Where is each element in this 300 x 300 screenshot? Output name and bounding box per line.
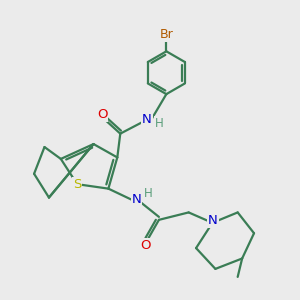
Text: O: O: [140, 239, 151, 252]
Text: N: N: [132, 193, 142, 206]
Text: S: S: [73, 178, 81, 191]
Text: N: N: [208, 214, 218, 227]
Text: H: H: [155, 117, 164, 130]
Text: N: N: [142, 113, 152, 126]
Text: Br: Br: [160, 28, 173, 41]
Text: O: O: [97, 108, 108, 121]
Text: H: H: [144, 188, 153, 200]
